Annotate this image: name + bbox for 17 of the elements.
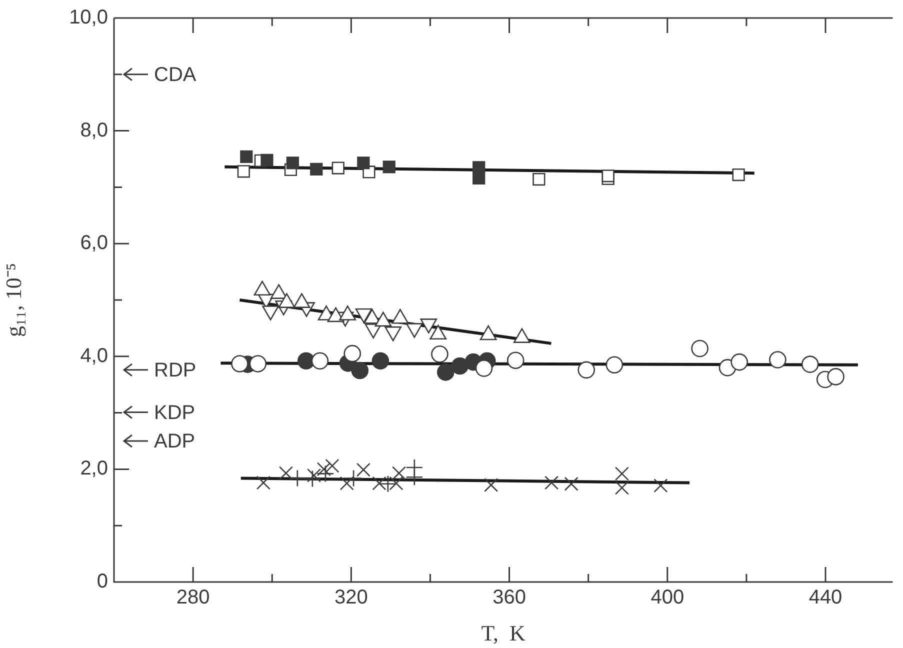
y-tick-label: 4,0 [80, 344, 108, 367]
x-tick-label: 440 [808, 586, 842, 609]
y-tick-label: 0 [96, 570, 108, 593]
ref-line-label: RDP [154, 359, 196, 382]
y-axis-title: g₁₁, 10⁻⁵ [0, 262, 26, 338]
x-tick-label: 360 [492, 586, 526, 609]
ref-line-label: ADP [154, 430, 196, 453]
y-tick-label: 6,0 [80, 232, 108, 254]
y-tick-label: 2,0 [80, 458, 108, 480]
x-tick-label: 320 [334, 586, 368, 609]
y-tick-label: 8,0 [80, 119, 108, 142]
ref-line-label: CDA [154, 64, 197, 86]
x-tick-label: 280 [176, 586, 210, 609]
x-tick-label: 400 [650, 586, 684, 609]
ref-line-label: KDP [154, 402, 196, 424]
y-tick-label: 10,0 [69, 6, 108, 29]
x-axis-title: T, K [481, 620, 526, 646]
